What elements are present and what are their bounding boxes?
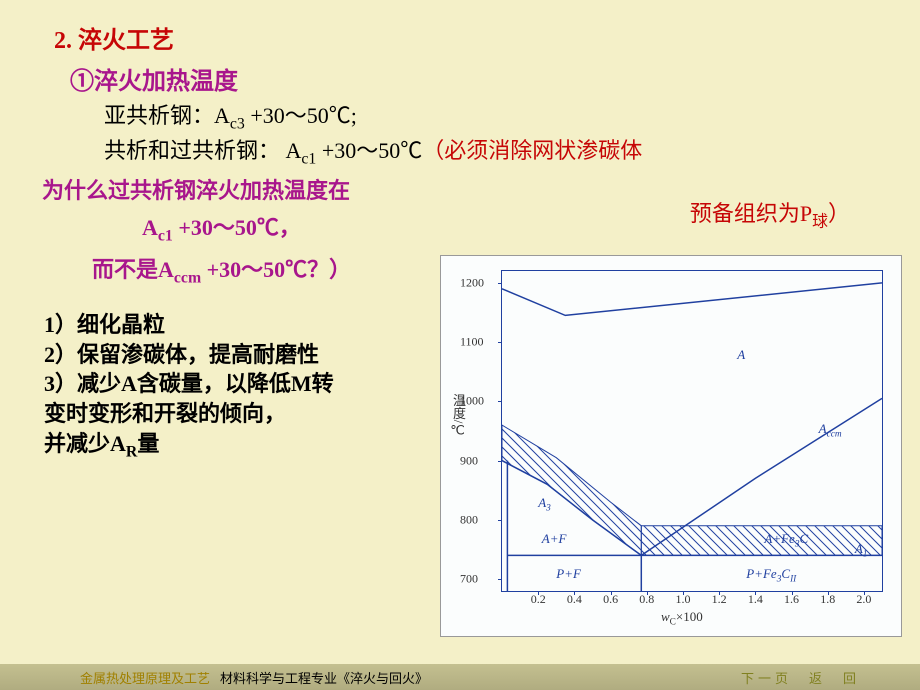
footer-mid: 材料科学与工程专业《淬火与回火》 — [220, 668, 428, 687]
diagram-label-AFe3C: A+Fe3C — [764, 531, 808, 550]
txt: +30～50℃ — [316, 138, 422, 163]
note-red: （必须消除网状渗碳体 — [422, 138, 642, 163]
x-axis-label: wC×100 — [661, 609, 703, 628]
subsection-heading: ①淬火加热温度 — [70, 61, 896, 96]
note-red-block: 预备组织为P球） — [690, 200, 850, 233]
txt: 而不是A — [92, 257, 174, 282]
diagram-label-Accm: Accm — [819, 421, 842, 440]
txt: +30～50℃; — [245, 103, 357, 128]
y-tick: 1100 — [460, 335, 484, 350]
txt: 预备组织为P — [690, 201, 812, 226]
line-hypoeutectoid: 亚共析钢：Ac3 +30～50℃; — [104, 102, 896, 135]
reasons-list: 1）细化晶粒 2）保留渗碳体，提高耐磨性 3）减少A含碳量，以降低M转 变时变形… — [44, 310, 444, 463]
txt: 共析和过共析钢： A — [104, 138, 301, 163]
sub: R — [126, 443, 137, 460]
txt: 量 — [137, 431, 159, 456]
y-tick: 900 — [460, 453, 478, 468]
diagram-label-PF: P+F — [556, 566, 581, 582]
reason-3a: 3）减少A含碳量，以降低M转 — [44, 369, 444, 399]
txt: +30～50℃， — [173, 215, 301, 240]
txt: 亚共析钢：A — [104, 103, 230, 128]
sub: c1 — [301, 150, 316, 167]
reason-4: 并减少AR量 — [44, 429, 444, 463]
line-eutectoid: 共析和过共析钢： Ac1 +30～50℃（必须消除网状渗碳体 — [104, 137, 896, 170]
sub: c1 — [158, 228, 173, 245]
txt: +30～50℃？） — [201, 257, 351, 282]
y-tick: 1000 — [460, 394, 484, 409]
phase-diagram: 温度/℃ wC×100 7008009001000110012000.20.40… — [440, 255, 902, 637]
txt: A — [142, 215, 158, 240]
reason-2: 2）保留渗碳体，提高耐磨性 — [44, 340, 444, 370]
txt: ） — [828, 201, 850, 226]
footer-bar: 金属热处理原理及工艺 材料科学与工程专业《淬火与回火》 下一页 返 回 — [0, 664, 920, 690]
footer-nav[interactable]: 下一页 返 回 — [741, 668, 860, 687]
y-tick: 1200 — [460, 275, 484, 290]
reason-1: 1）细化晶粒 — [44, 310, 444, 340]
sub: ccm — [174, 269, 201, 286]
sub: 球 — [812, 213, 828, 230]
plot-area: 7008009001000110012000.20.40.60.81.01.21… — [501, 270, 883, 592]
section-heading: 2. 淬火工艺 — [54, 20, 896, 55]
sub: c3 — [230, 115, 245, 132]
txt: 并减少A — [44, 431, 126, 456]
y-tick: 800 — [460, 512, 478, 527]
y-tick: 700 — [460, 572, 478, 587]
diagram-label-AF: A+F — [542, 531, 567, 547]
diagram-label-PFe3C: P+Fe3CII — [746, 566, 796, 585]
reason-3b: 变时变形和开裂的倾向， — [44, 399, 444, 429]
diagram-label-A1: A1 — [855, 541, 868, 560]
footer-left: 金属热处理原理及工艺 — [80, 668, 210, 687]
diagram-label-A: A — [737, 347, 745, 363]
diagram-label-A3: A3 — [538, 495, 551, 514]
